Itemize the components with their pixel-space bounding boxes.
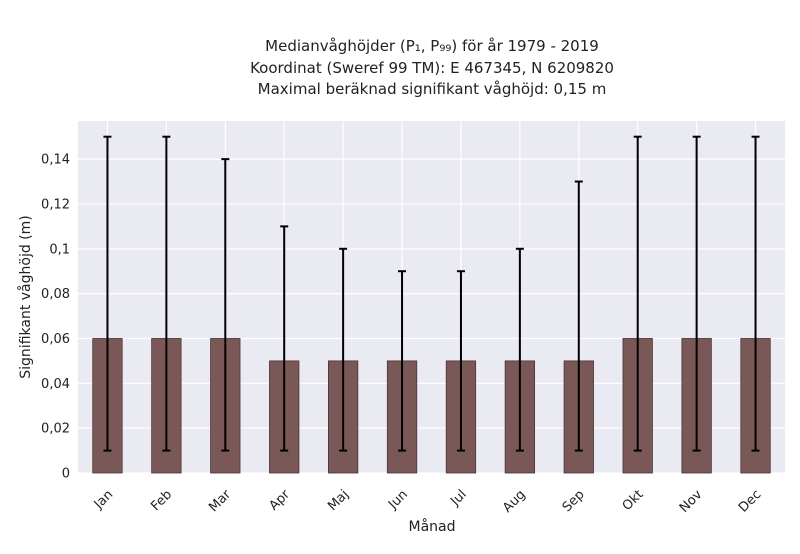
y-tick-label: 0,12 bbox=[41, 197, 70, 212]
x-tick-label: Apr bbox=[267, 487, 294, 514]
x-tick-label: Dec bbox=[736, 487, 764, 515]
y-tick-label: 0,1 bbox=[49, 242, 70, 257]
x-tick-label: Aug bbox=[500, 487, 529, 516]
x-axis-label: Månad bbox=[409, 518, 456, 535]
y-tick-labels: 0 0,02 0,04 0,06 0,08 0,1 0,12 0,14 bbox=[41, 153, 70, 482]
chart-title-line-2: Koordinat (Sweref 99 TM): E 467345, N 62… bbox=[250, 59, 614, 77]
plot-area bbox=[78, 121, 785, 473]
x-tick-label: Mar bbox=[206, 487, 234, 515]
x-tick-label: Okt bbox=[620, 487, 647, 514]
error-bars bbox=[103, 135, 760, 452]
y-tick-label: 0,14 bbox=[41, 153, 70, 168]
y-tick-label: 0 bbox=[62, 467, 70, 482]
y-tick-label: 0,02 bbox=[41, 422, 70, 437]
y-tick-label: 0,06 bbox=[41, 332, 70, 347]
y-axis-label: Signifikant våghöjd (m) bbox=[17, 215, 34, 378]
chart-title-line-1: Medianvåghöjder (P₁, P₉₉) för år 1979 - … bbox=[265, 37, 599, 55]
x-tick-label: Sep bbox=[560, 487, 588, 515]
x-tick-label: Jun bbox=[385, 487, 411, 513]
x-tick-label: Maj bbox=[325, 487, 352, 514]
chart-title-line-3: Maximal beräknad signifikant våghöjd: 0,… bbox=[258, 80, 607, 98]
x-tick-labels: Jan Feb Mar Apr Maj Jun Jul Aug Sep Okt Nov Dec bbox=[91, 487, 765, 516]
x-tick-label: Jan bbox=[91, 487, 116, 512]
x-tick-label: Jul bbox=[447, 487, 469, 509]
x-tick-label: Feb bbox=[148, 487, 175, 514]
x-tick-label: Nov bbox=[677, 487, 706, 516]
y-tick-label: 0,04 bbox=[41, 377, 70, 392]
y-tick-label: 0,08 bbox=[41, 287, 70, 302]
